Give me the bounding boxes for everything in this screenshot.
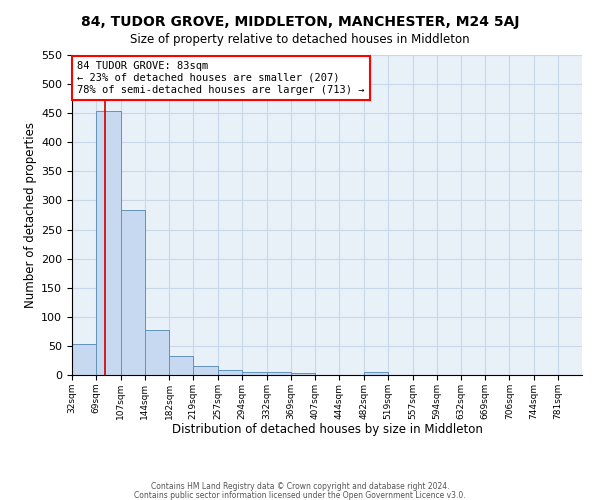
Text: 84, TUDOR GROVE, MIDDLETON, MANCHESTER, M24 5AJ: 84, TUDOR GROVE, MIDDLETON, MANCHESTER, … [81, 15, 519, 29]
Text: Contains HM Land Registry data © Crown copyright and database right 2024.: Contains HM Land Registry data © Crown c… [151, 482, 449, 491]
Bar [72, 344, 96, 375]
X-axis label: Distribution of detached houses by size in Middleton: Distribution of detached houses by size … [172, 423, 482, 436]
Bar [290, 372, 316, 375]
Bar [169, 356, 193, 375]
Bar [364, 372, 388, 375]
Bar [218, 370, 242, 375]
Bar [266, 372, 290, 375]
Bar [96, 112, 121, 375]
Text: Size of property relative to detached houses in Middleton: Size of property relative to detached ho… [130, 32, 470, 46]
Bar [145, 330, 169, 375]
Bar [242, 372, 266, 375]
Bar [193, 366, 218, 375]
Bar [121, 210, 145, 375]
Text: Contains public sector information licensed under the Open Government Licence v3: Contains public sector information licen… [134, 490, 466, 500]
Y-axis label: Number of detached properties: Number of detached properties [24, 122, 37, 308]
Text: 84 TUDOR GROVE: 83sqm
← 23% of detached houses are smaller (207)
78% of semi-det: 84 TUDOR GROVE: 83sqm ← 23% of detached … [77, 62, 365, 94]
